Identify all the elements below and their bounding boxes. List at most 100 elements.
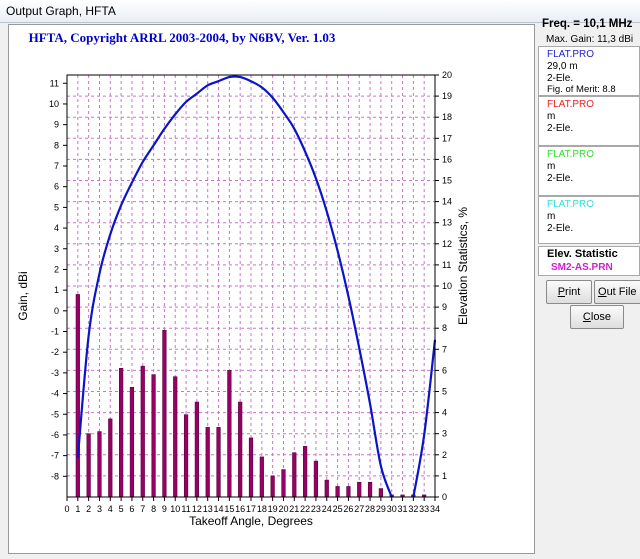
window-title: Output Graph, HFTA: [6, 4, 116, 18]
legend-file-3: FLAT.PRO: [547, 149, 595, 160]
y-tick-label: 9: [54, 120, 59, 130]
elevation-bar: [346, 486, 351, 498]
y-tick-label: 6: [54, 182, 59, 192]
y2-tick-label: 4: [442, 408, 447, 418]
axes: 01234567891011121314151617181920-8-7-6-5…: [49, 70, 452, 514]
elevation-bar: [335, 486, 340, 498]
x-tick-label: 26: [343, 504, 353, 514]
y-tick-label: -3: [51, 368, 59, 378]
elevation-bar: [108, 418, 113, 498]
y-tick-label: 1: [54, 285, 59, 295]
chart-title: HFTA, Copyright ARRL 2003-2004, by N6BV,…: [29, 30, 336, 45]
legend-entry-3: FLAT.PRO m 2-Ele.: [538, 146, 640, 196]
x-tick-label: 20: [278, 504, 288, 514]
max-gain-label: Max. Gain: 11,3 dBi: [546, 34, 634, 45]
x-tick-label: 25: [333, 504, 343, 514]
x-tick-label: 7: [140, 504, 145, 514]
legend-entry-4: FLAT.PRO m 2-Ele.: [538, 196, 640, 244]
grid-lines: [67, 75, 435, 497]
frequency-label: Freq. = 10,1 MHz: [542, 18, 633, 30]
x-tick-label: 10: [170, 504, 180, 514]
y2-tick-label: 6: [442, 365, 447, 375]
y2-tick-label: 18: [442, 112, 452, 122]
x-tick-label: 24: [322, 504, 332, 514]
y2-tick-label: 14: [442, 197, 452, 207]
elevation-bar: [238, 401, 243, 498]
y2-tick-label: 9: [442, 302, 447, 312]
y-tick-label: -6: [51, 430, 59, 440]
x-tick-label: 13: [203, 504, 213, 514]
elevation-bar: [183, 414, 189, 498]
gain-curve: [412, 339, 437, 498]
x-tick-label: 6: [129, 504, 134, 514]
y-tick-label: 3: [54, 244, 59, 254]
x-tick-label: 2: [86, 504, 91, 514]
x-tick-label: 9: [162, 504, 167, 514]
x-tick-label: 23: [311, 504, 321, 514]
y2-tick-label: 19: [442, 91, 452, 101]
y2-tick-label: 20: [442, 70, 452, 80]
legend-height-1: 29,0 m: [547, 61, 578, 72]
legend-file-2: FLAT.PRO: [547, 99, 595, 110]
legend-file-4: FLAT.PRO: [547, 199, 595, 210]
legend-file-1: FLAT.PRO: [547, 49, 595, 60]
legend-antenna-3: 2-Ele.: [547, 173, 574, 184]
elevation-statistic-box: Elev. Statistic SM2-AS.PRN: [538, 246, 640, 276]
x-tick-label: 1: [75, 504, 80, 514]
elevation-bar: [248, 437, 254, 498]
y2-tick-label: 10: [442, 281, 452, 291]
close-accelerator: C: [582, 311, 591, 323]
x-tick-label: 19: [268, 504, 278, 514]
elev-statistic-title: Elev. Statistic: [547, 248, 618, 260]
out-file-button[interactable]: Out File: [594, 280, 640, 304]
close-button[interactable]: Close: [570, 305, 624, 329]
y2-axis-label: Elevation Statistics, %: [456, 207, 470, 325]
legend-merit-1: Fig. of Merit: 8.8: [547, 84, 616, 95]
print-accelerator: P: [557, 286, 566, 298]
print-button[interactable]: Print: [546, 280, 592, 304]
legend-height-4: m: [547, 211, 556, 222]
y-tick-label: -7: [51, 451, 59, 461]
y2-tick-label: 3: [442, 429, 447, 439]
x-tick-label: 12: [192, 504, 202, 514]
x-tick-label: 5: [119, 504, 124, 514]
elevation-bar: [357, 481, 362, 498]
legend-antenna-2: 2-Ele.: [547, 123, 574, 134]
x-tick-label: 3: [97, 504, 102, 514]
y2-tick-label: 17: [442, 133, 452, 143]
print-label: rint: [565, 286, 581, 298]
x-tick-label: 30: [387, 504, 397, 514]
y-axis-label: Gain, dBi: [16, 271, 30, 320]
y-tick-label: 4: [54, 223, 59, 233]
elevation-bar: [205, 427, 210, 498]
elevation-bar: [303, 446, 308, 498]
chart: HFTA, Copyright ARRL 2003-2004, by N6BV,…: [16, 30, 470, 528]
elevation-bar: [75, 294, 80, 498]
legend-height-2: m: [547, 111, 556, 122]
out-file-accelerator: O: [598, 286, 607, 298]
title-bar: Output Graph, HFTA: [0, 0, 640, 23]
y2-tick-label: 12: [442, 239, 452, 249]
elevation-bar: [216, 427, 221, 498]
legend-antenna-1: 2-Ele.: [547, 73, 574, 84]
elevation-bar: [313, 460, 319, 498]
y-tick-label: 10: [49, 99, 59, 109]
y-tick-label: -5: [51, 409, 59, 419]
elev-statistic-file: SM2-AS.PRN: [551, 262, 613, 273]
close-label: lose: [590, 311, 612, 323]
y-tick-label: 11: [50, 78, 59, 88]
elevation-bar: [292, 452, 297, 498]
y-tick-label: -2: [51, 347, 59, 357]
elevation-bars: [75, 294, 427, 498]
x-tick-label: 28: [365, 504, 375, 514]
legend-height-3: m: [547, 161, 556, 172]
elevation-bar: [162, 330, 167, 498]
x-tick-label: 33: [419, 504, 429, 514]
y2-tick-label: 11: [442, 260, 451, 270]
y-tick-label: 0: [54, 306, 59, 316]
y-tick-label: -8: [51, 471, 59, 481]
y-tick-label: -4: [51, 389, 59, 399]
y2-tick-label: 16: [442, 154, 452, 164]
elevation-bar: [140, 365, 145, 498]
x-tick-label: 17: [246, 504, 256, 514]
